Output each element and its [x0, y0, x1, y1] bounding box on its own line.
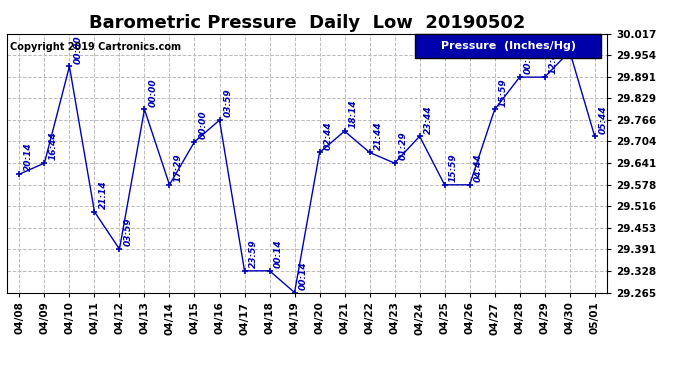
Text: 23:44: 23:44	[424, 105, 433, 134]
Text: 21:14: 21:14	[99, 180, 108, 209]
Text: Copyright 2019 Cartronics.com: Copyright 2019 Cartronics.com	[10, 42, 181, 51]
Text: 20:14: 20:14	[23, 143, 32, 171]
Text: 23:: 23:	[574, 32, 583, 48]
Text: 15:59: 15:59	[499, 78, 508, 106]
Text: Pressure  (Inches/Hg): Pressure (Inches/Hg)	[441, 41, 575, 51]
Text: 21:44: 21:44	[374, 121, 383, 150]
Text: 05:44: 05:44	[599, 105, 608, 134]
Text: 00:00: 00:00	[199, 110, 208, 139]
Text: 03:59: 03:59	[124, 218, 132, 246]
Text: 00:14: 00:14	[299, 261, 308, 290]
Text: 01:29: 01:29	[399, 132, 408, 160]
Text: 03:59: 03:59	[224, 89, 233, 117]
Text: 00:00: 00:00	[148, 78, 157, 106]
Text: 00:14: 00:14	[274, 239, 283, 268]
Text: 12:44: 12:44	[549, 46, 558, 74]
Text: 15:59: 15:59	[448, 153, 457, 182]
FancyBboxPatch shape	[415, 34, 601, 58]
Text: 23:59: 23:59	[248, 239, 257, 268]
Text: 04:44: 04:44	[474, 153, 483, 182]
Text: 00:00: 00:00	[74, 35, 83, 64]
Text: 02:44: 02:44	[324, 121, 333, 150]
Text: 18:14: 18:14	[348, 100, 357, 128]
Text: 17:29: 17:29	[174, 153, 183, 182]
Text: 00:14: 00:14	[524, 46, 533, 74]
Title: Barometric Pressure  Daily  Low  20190502: Barometric Pressure Daily Low 20190502	[89, 14, 525, 32]
Text: 16:44: 16:44	[48, 132, 57, 160]
